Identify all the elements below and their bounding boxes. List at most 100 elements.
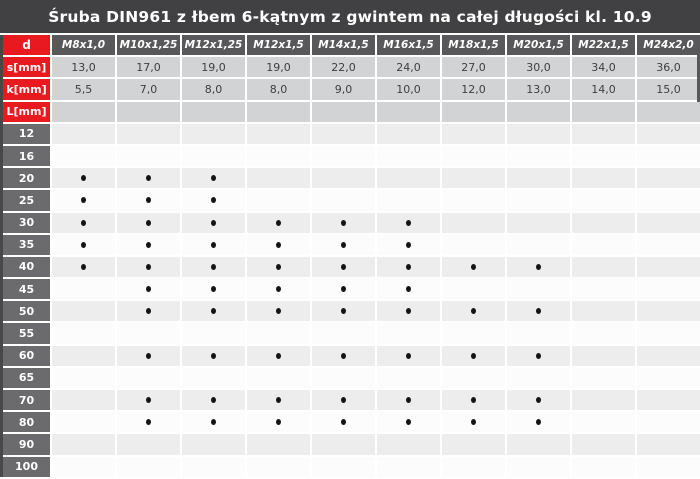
- availability-cell: [247, 345, 310, 366]
- availability-cell: [442, 234, 505, 255]
- availability-cell: [442, 345, 505, 366]
- column-header: M14x1,5: [312, 35, 375, 56]
- availability-cell: [52, 123, 115, 144]
- availability-cell: [572, 412, 635, 433]
- availability-cell: [52, 279, 115, 300]
- column-header: M18x1,5: [442, 35, 505, 56]
- availability-cell: [377, 345, 440, 366]
- availability-cell: [117, 367, 180, 388]
- availability-dot-icon: [146, 308, 151, 315]
- availability-dot-icon: [471, 419, 476, 426]
- availability-cell: [507, 367, 570, 388]
- spec-value-cell: 30,0: [507, 57, 570, 78]
- availability-cell: [637, 145, 700, 167]
- availability-dot-icon: [211, 286, 216, 293]
- availability-dot-icon: [211, 197, 216, 204]
- availability-cell: [442, 434, 505, 455]
- length-row-label: 80: [3, 412, 50, 433]
- availability-cell: [182, 168, 245, 189]
- availability-dot-icon: [211, 397, 216, 404]
- availability-cell: [572, 234, 635, 255]
- availability-cell: [182, 434, 245, 455]
- availability-cell: [182, 367, 245, 388]
- column-header: M16x1,5: [377, 35, 440, 56]
- availability-dot-icon: [406, 241, 411, 248]
- availability-dot-icon: [276, 308, 281, 315]
- availability-dot-icon: [211, 219, 216, 226]
- spec-value-cell: 36,0: [637, 57, 700, 78]
- availability-dot-icon: [471, 308, 476, 315]
- availability-cell: [377, 390, 440, 411]
- column-header: M22x1,5: [572, 35, 635, 56]
- availability-cell: [637, 190, 700, 211]
- availability-dot-icon: [211, 175, 216, 182]
- length-row-label: 20: [3, 168, 50, 189]
- availability-cell: [182, 412, 245, 433]
- availability-cell: [182, 390, 245, 411]
- availability-cell: [182, 301, 245, 322]
- availability-cell: [637, 412, 700, 433]
- spec-value-cell: 19,0: [182, 57, 245, 78]
- spec-value-cell: [507, 101, 570, 122]
- availability-cell: [637, 367, 700, 388]
- availability-cell: [312, 145, 375, 167]
- availability-cell: [117, 212, 180, 233]
- availability-cell: [377, 301, 440, 322]
- column-header: M12x1,5: [247, 35, 310, 56]
- spec-value-cell: 34,0: [572, 57, 635, 78]
- availability-cell: [572, 367, 635, 388]
- availability-cell: [312, 434, 375, 455]
- availability-cell: [572, 301, 635, 322]
- availability-cell: [182, 190, 245, 211]
- spec-value-cell: 27,0: [442, 57, 505, 78]
- availability-dot-icon: [536, 352, 541, 359]
- availability-cell: [377, 190, 440, 211]
- availability-dot-icon: [146, 263, 151, 270]
- availability-dot-icon: [536, 263, 541, 270]
- availability-dot-icon: [81, 263, 86, 270]
- availability-cell: [572, 434, 635, 455]
- length-row-label: 90: [3, 434, 50, 455]
- availability-cell: [377, 145, 440, 167]
- availability-cell: [637, 345, 700, 366]
- availability-dot-icon: [146, 419, 151, 426]
- availability-dot-icon: [146, 286, 151, 293]
- availability-cell: [52, 390, 115, 411]
- availability-cell: [442, 190, 505, 211]
- page-title: Śruba DIN961 z łbem 6-kątnym z gwintem n…: [0, 0, 700, 33]
- availability-cell: [637, 168, 700, 189]
- length-row-label: 40: [3, 256, 50, 278]
- availability-cell: [377, 367, 440, 388]
- availability-cell: [377, 256, 440, 278]
- availability-cell: [572, 390, 635, 411]
- availability-dot-icon: [406, 397, 411, 404]
- availability-cell: [247, 434, 310, 455]
- availability-dot-icon: [471, 397, 476, 404]
- spec-value-cell: 8,0: [182, 79, 245, 100]
- availability-cell: [117, 123, 180, 144]
- availability-dot-icon: [341, 308, 346, 315]
- availability-cell: [52, 190, 115, 211]
- availability-cell: [572, 345, 635, 366]
- spec-value-cell: [312, 101, 375, 122]
- availability-cell: [507, 190, 570, 211]
- availability-cell: [247, 123, 310, 144]
- availability-dot-icon: [276, 263, 281, 270]
- availability-dot-icon: [146, 219, 151, 226]
- availability-dot-icon: [536, 308, 541, 315]
- availability-dot-icon: [276, 352, 281, 359]
- spec-value-cell: [182, 101, 245, 122]
- spec-row-label: L[mm]: [3, 101, 50, 122]
- availability-dot-icon: [406, 308, 411, 315]
- availability-dot-icon: [341, 419, 346, 426]
- availability-dot-icon: [471, 263, 476, 270]
- availability-cell: [52, 212, 115, 233]
- availability-dot-icon: [146, 397, 151, 404]
- availability-dot-icon: [211, 352, 216, 359]
- availability-cell: [117, 279, 180, 300]
- availability-cell: [377, 168, 440, 189]
- availability-cell: [377, 412, 440, 433]
- spec-value-cell: 13,0: [507, 79, 570, 100]
- availability-dot-icon: [471, 352, 476, 359]
